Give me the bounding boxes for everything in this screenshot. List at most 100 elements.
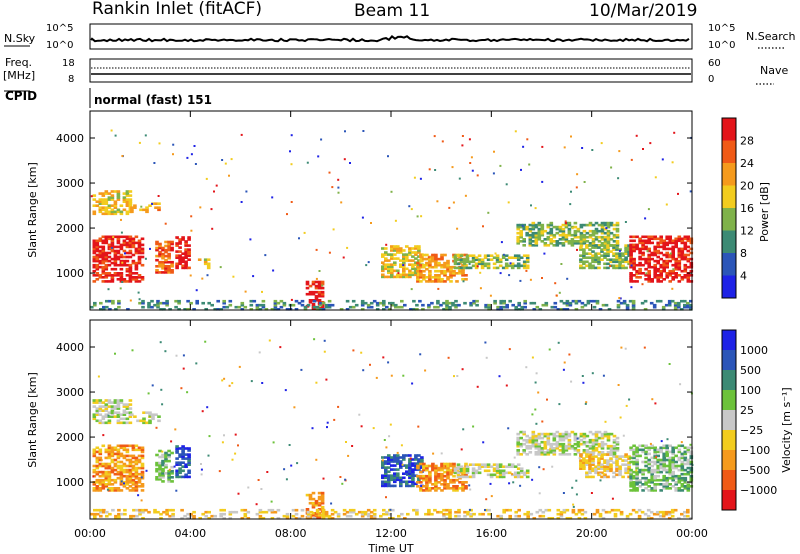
colorbar-swatch <box>722 208 736 231</box>
echo-cell <box>98 249 103 253</box>
echo-cell <box>517 303 521 307</box>
echo-cell <box>165 301 169 305</box>
echo-cell <box>549 432 554 436</box>
echo-cell <box>665 265 669 269</box>
echo-cell <box>390 249 394 252</box>
echo-cell <box>600 221 605 225</box>
noise-cell <box>541 277 543 279</box>
echo-cell <box>534 235 539 239</box>
echo-cell <box>158 478 162 481</box>
echo-cell <box>624 250 628 253</box>
echo-cell <box>668 247 672 251</box>
echo-cell <box>161 248 165 252</box>
echo-cell <box>110 413 115 416</box>
echo-cell <box>167 449 171 453</box>
echo-cell <box>469 508 473 512</box>
echo-cell <box>558 449 563 452</box>
echo-cell <box>537 235 542 239</box>
echo-cell <box>606 465 610 468</box>
echo-cell <box>446 259 450 263</box>
echo-cell <box>537 434 542 438</box>
echo-cell <box>390 273 394 277</box>
echo-cell <box>507 256 512 259</box>
echo-cell <box>164 248 168 252</box>
echo-cell <box>671 247 675 251</box>
echo-cell <box>452 489 456 492</box>
echo-cell <box>320 305 325 308</box>
echo-cell <box>635 446 639 450</box>
noise-cell <box>447 356 450 359</box>
echo-cell <box>178 471 182 475</box>
echo-cell <box>98 206 103 209</box>
noise-cell <box>293 406 296 409</box>
echo-cell <box>600 444 605 448</box>
echo-cell <box>291 508 296 512</box>
noise-cell <box>605 227 608 230</box>
echo-cell <box>624 463 628 466</box>
echo-cell <box>164 250 168 254</box>
echo-cell <box>546 238 551 241</box>
echo-cell <box>422 485 426 488</box>
echo-cell <box>312 305 317 309</box>
echo-cell <box>459 254 464 257</box>
echo-cell <box>624 459 628 462</box>
echo-cell <box>465 266 470 270</box>
echo-cell <box>381 247 385 250</box>
echo-cell <box>486 264 491 268</box>
echo-cell <box>405 466 409 469</box>
echo-cell <box>659 462 663 466</box>
echo-cell <box>625 305 630 309</box>
echo-cell <box>417 478 421 482</box>
echo-cell <box>187 459 191 462</box>
echo-cell <box>170 469 174 473</box>
echo-cell <box>629 274 633 277</box>
echo-cell <box>104 476 109 480</box>
echo-cell <box>647 452 651 456</box>
noise-cell <box>234 452 237 455</box>
echo-cell <box>156 299 160 303</box>
echo-cell <box>155 254 159 258</box>
echo-cell <box>125 481 130 484</box>
echo-cell <box>585 244 589 247</box>
echo-cell <box>667 517 672 520</box>
echo-cell <box>461 483 465 486</box>
echo-cell <box>128 200 133 203</box>
echo-cell <box>665 487 669 490</box>
echo-cell <box>591 467 595 470</box>
echo-cell <box>594 436 599 440</box>
freq-left-tick-top: 18 <box>62 58 75 69</box>
echo-cell <box>446 487 450 490</box>
echo-cell <box>580 512 585 516</box>
echo-cell <box>99 510 103 514</box>
echo-cell <box>104 202 109 205</box>
echo-cell <box>513 254 518 257</box>
echo-cell <box>110 243 115 247</box>
echo-cell <box>443 478 447 482</box>
echo-cell <box>600 231 605 235</box>
echo-cell <box>440 280 444 283</box>
echo-cell <box>582 465 586 468</box>
echo-cell <box>327 299 332 303</box>
echo-cell <box>667 299 672 303</box>
echo-cell <box>612 227 617 231</box>
echo-cell <box>178 260 182 264</box>
echo-cell <box>656 454 660 458</box>
noise-cell <box>330 502 333 505</box>
echo-cell <box>559 299 564 303</box>
echo-cell <box>422 476 426 480</box>
echo-cell <box>449 269 453 273</box>
echo-cell <box>408 251 412 254</box>
echo-cell <box>101 245 106 249</box>
velocity-ylabel: Slant Range [km] <box>26 372 39 468</box>
echo-cell <box>443 253 447 257</box>
noise-cell <box>618 249 621 252</box>
echo-cell <box>475 299 479 303</box>
echo-cell <box>516 436 520 440</box>
echo-cell <box>629 446 633 450</box>
echo-cell <box>101 444 106 448</box>
echo-cell <box>107 456 112 460</box>
echo-cell <box>318 303 323 307</box>
echo-cell <box>408 253 412 256</box>
noise-cell <box>604 420 607 423</box>
echo-cell <box>98 470 103 474</box>
